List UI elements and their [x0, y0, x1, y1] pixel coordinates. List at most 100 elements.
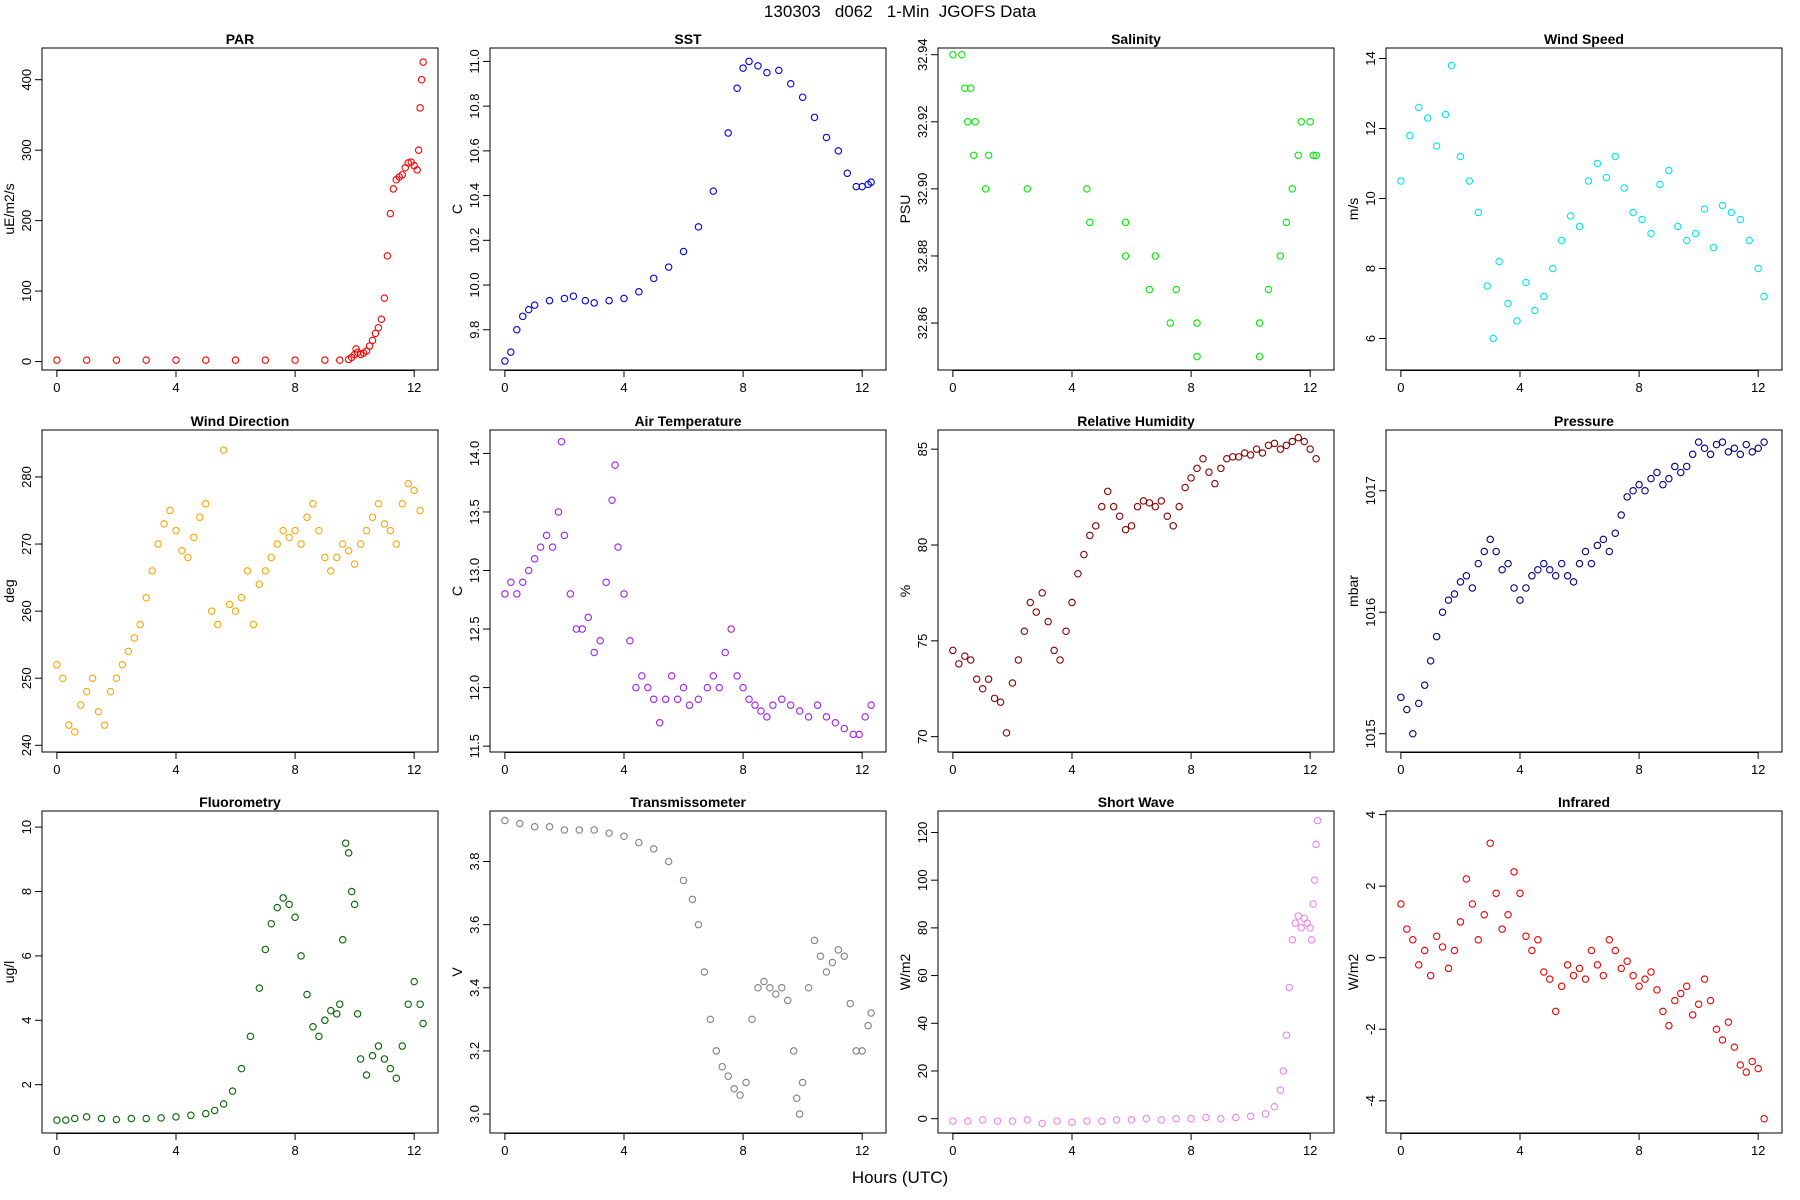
data-point — [700, 968, 709, 976]
data-point — [769, 701, 777, 709]
data-point — [967, 656, 975, 664]
data-point — [207, 607, 216, 615]
y-tick-label: 3.2 — [467, 1042, 482, 1060]
data-point — [1423, 114, 1432, 122]
y-tick-label: 8 — [1363, 265, 1378, 272]
data-point — [620, 590, 628, 598]
data-point — [1677, 468, 1685, 477]
data-point — [1415, 699, 1423, 708]
data-point — [1103, 487, 1112, 496]
data-point — [1306, 445, 1314, 453]
data-point — [1522, 584, 1530, 592]
data-point — [783, 996, 792, 1005]
data-point — [1602, 173, 1611, 182]
data-point — [1510, 868, 1518, 876]
data-point — [398, 171, 407, 179]
data-point — [1157, 497, 1166, 505]
y-axis-label: W/m2 — [897, 954, 913, 991]
data-point — [309, 500, 317, 508]
data-point — [1653, 986, 1661, 994]
y-tick-label: -4 — [1363, 1095, 1378, 1107]
data-point — [650, 845, 658, 853]
data-point — [1403, 925, 1411, 933]
x-tick-label: 0 — [501, 380, 508, 395]
data-point — [1199, 454, 1207, 463]
data-point — [709, 187, 718, 195]
data-point — [350, 560, 359, 568]
data-point — [1700, 975, 1709, 983]
data-point — [1306, 924, 1314, 932]
y-axis-label: % — [897, 585, 913, 597]
x-tick-label: 8 — [1635, 1143, 1642, 1158]
data-point — [1754, 1064, 1762, 1073]
data-point — [1002, 729, 1011, 737]
data-point — [1420, 946, 1429, 955]
data-point — [736, 1091, 744, 1099]
data-point — [644, 683, 652, 692]
data-point — [213, 620, 222, 629]
data-point — [1163, 512, 1172, 520]
data-point — [1495, 257, 1503, 266]
data-point — [1593, 541, 1602, 550]
data-point — [1587, 946, 1596, 955]
data-point — [303, 513, 311, 521]
data-point — [279, 894, 287, 902]
x-tick-label: 4 — [1068, 1143, 1075, 1158]
data-point — [1288, 185, 1297, 193]
data-point — [969, 151, 978, 160]
data-point — [507, 578, 515, 586]
y-tick-label: 60 — [915, 968, 930, 982]
data-point — [1264, 285, 1273, 294]
data-point — [1540, 968, 1548, 976]
data-point — [65, 721, 73, 729]
data-point — [1397, 900, 1405, 908]
data-point — [501, 357, 509, 365]
y-tick-label: 11.5 — [467, 734, 482, 758]
data-point — [243, 567, 252, 575]
panel-title: Relative Humidity — [1077, 413, 1195, 429]
data-point — [545, 823, 554, 831]
data-point — [71, 728, 79, 736]
data-point — [383, 252, 392, 260]
data-point — [1246, 1112, 1255, 1121]
data-point — [1742, 440, 1751, 449]
data-point — [632, 683, 640, 692]
x-tick-label: 4 — [172, 762, 179, 777]
data-point — [972, 675, 981, 683]
data-point — [285, 900, 293, 909]
x-tick-label: 8 — [1635, 380, 1642, 395]
data-point — [1415, 103, 1423, 112]
data-point — [664, 263, 673, 271]
y-tick-label: 32.88 — [915, 240, 930, 273]
data-point — [1255, 319, 1264, 327]
data-point — [1593, 159, 1602, 168]
data-point — [1270, 439, 1279, 448]
data-point — [1551, 572, 1560, 580]
data-point — [1534, 936, 1542, 944]
data-point — [231, 607, 240, 615]
data-point — [560, 531, 569, 540]
data-point — [1736, 450, 1745, 459]
data-point — [1557, 982, 1566, 991]
data-point — [1420, 681, 1429, 689]
data-point — [1157, 1116, 1166, 1124]
data-point — [569, 292, 578, 300]
data-point — [1074, 569, 1082, 578]
data-point — [97, 1114, 106, 1123]
data-point — [416, 506, 424, 515]
data-point — [1014, 656, 1023, 664]
y-tick-label: 6 — [1363, 335, 1378, 342]
data-point — [344, 546, 353, 555]
data-point — [513, 325, 521, 334]
data-point — [335, 1000, 344, 1008]
data-point — [1409, 936, 1417, 944]
data-point — [297, 952, 305, 960]
data-point — [964, 118, 972, 126]
plot-frame — [1385, 810, 1783, 1134]
data-point — [157, 1114, 165, 1122]
y-tick-label: 0 — [1363, 954, 1378, 961]
data-point — [1727, 208, 1736, 217]
data-point — [417, 75, 426, 84]
x-tick-label: 8 — [291, 1143, 298, 1158]
data-point — [178, 546, 186, 555]
